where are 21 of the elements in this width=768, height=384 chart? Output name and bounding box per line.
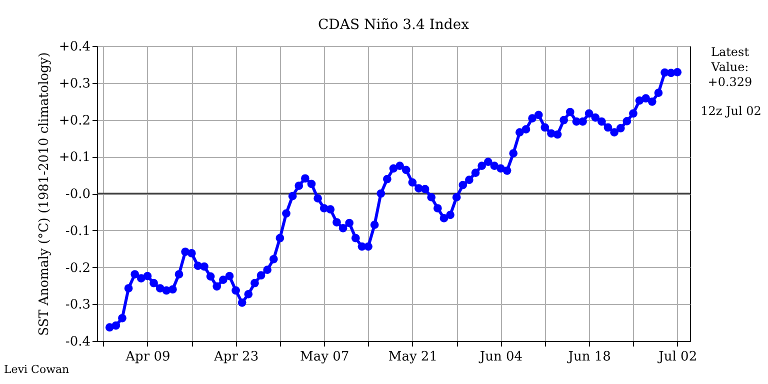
chart-title: CDAS Niño 3.4 Index [318, 17, 470, 33]
x-tick-label: May 07 [300, 350, 350, 364]
y-tick-label: +0.2 [58, 113, 90, 128]
x-tick-label: Jun 18 [566, 350, 611, 364]
y-tick-label: -0.4 [65, 334, 90, 350]
y-tick-label: +0.3 [58, 76, 90, 92]
x-tick-label: May 21 [388, 350, 438, 364]
y-axis-title: SST Anomaly (°C) (1981-2010 climatology) [36, 52, 52, 336]
y-tick-label: -0.2 [65, 260, 90, 276]
text: Levi Cowan [4, 363, 70, 376]
y-tick-label: +0.4 [58, 40, 90, 54]
y-tick-label: -0.0 [65, 187, 90, 202]
y-tick-label: -0.1 [65, 224, 90, 239]
x-tick-label: Jul 02 [656, 350, 698, 364]
y-tick-label: -0.3 [65, 298, 90, 313]
text: 12z Jul 02 [700, 104, 762, 119]
x-tick-label: Jun 04 [478, 350, 523, 364]
x-tick-label: Apr 23 [212, 350, 259, 364]
x-tick-label: Apr 09 [124, 350, 170, 364]
y-tick-label: +0.1 [58, 150, 90, 166]
text: Latest Value: +0.329 [706, 45, 754, 90]
